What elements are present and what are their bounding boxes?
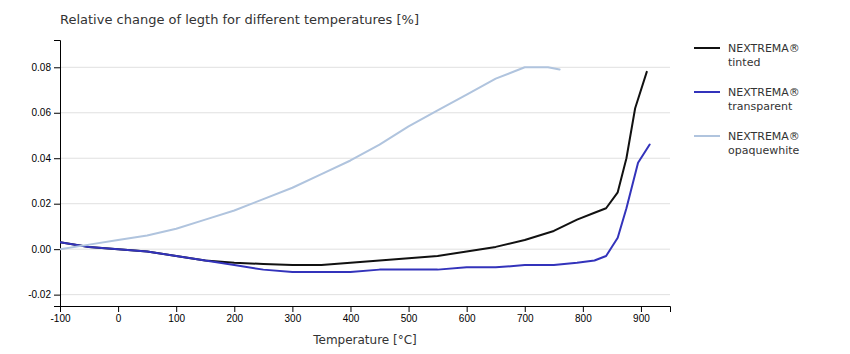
tick: 100: [168, 306, 185, 324]
tick: 500: [401, 306, 418, 324]
tick-mark: [54, 204, 60, 205]
series-line: [60, 67, 560, 249]
tick-mark: [54, 158, 60, 159]
tick-mark: [176, 306, 177, 312]
x-axis: -100 0 100 200 300 400 500 600 700 800 900: [50, 306, 670, 324]
tick-label: 400: [343, 313, 360, 324]
tick-label: 600: [459, 313, 476, 324]
tick-mark: [234, 306, 235, 312]
tick-mark: [54, 113, 60, 114]
title: Relative change of legth for different t…: [60, 12, 419, 27]
tick: 400: [343, 306, 360, 324]
tick-label: 0.04: [32, 153, 52, 164]
tick-mark: [409, 306, 410, 312]
tick: -100: [50, 306, 70, 324]
tick-mark: [54, 295, 60, 296]
tick-label: 700: [517, 313, 534, 324]
lines: [60, 67, 650, 272]
tick-mark: [54, 67, 60, 68]
grid-line: [60, 294, 670, 295]
tick: 800: [575, 306, 592, 324]
tick: 200: [226, 306, 243, 324]
legend-swatch: [694, 91, 720, 93]
tick: 700: [517, 306, 534, 324]
legend-item: NEXTREMA®transparent: [694, 86, 800, 113]
tick-label: 800: [575, 313, 592, 324]
tick-mark: [467, 306, 468, 312]
grid-line: [60, 158, 670, 159]
y-axis: -0.02 0.00 0.02 0.04 0.06 0.08: [28, 41, 60, 307]
legend-label: NEXTREMA®opaquewhite: [728, 130, 800, 157]
tick: 0.06: [32, 107, 60, 118]
tick-label: -0.02: [28, 289, 51, 300]
grid-line: [60, 203, 670, 204]
tick-label: 0.00: [32, 244, 52, 255]
tick-mark: [583, 306, 584, 312]
tick-mark: [292, 306, 293, 312]
tick-label: 500: [401, 313, 418, 324]
tick: -0.02: [28, 289, 60, 300]
chart: -100 0 100 200 300 400 500 600 700 800 900 -0.02 0.0…: [0, 0, 850, 354]
axis-line: [61, 307, 671, 313]
tick: 0: [116, 306, 122, 324]
tick: 0.08: [32, 62, 60, 73]
legend-swatch: [694, 47, 720, 49]
tick-label: 100: [168, 313, 185, 324]
x-axis-title: Temperature [°C]: [312, 333, 417, 347]
tick-mark: [118, 306, 119, 312]
tick: 300: [285, 306, 302, 324]
tick-label: 0.06: [32, 107, 52, 118]
tick: 600: [459, 306, 476, 324]
tick-label: 300: [285, 313, 302, 324]
axis-line: [54, 41, 61, 307]
legend-label: NEXTREMA®tinted: [728, 42, 800, 69]
legend: NEXTREMA®tinted NEXTREMA®transparent NEXTR…: [694, 42, 800, 157]
grid-line: [60, 249, 670, 250]
legend-item: NEXTREMA®tinted: [694, 42, 800, 69]
tick: 0.02: [32, 198, 60, 209]
tick-label: -100: [50, 313, 70, 324]
tick-label: 200: [226, 313, 243, 324]
tick-mark: [641, 306, 642, 312]
plot: -100 0 100 200 300 400 500 600 700 800 900 -0.02 0.0…: [28, 41, 670, 325]
legend-item: NEXTREMA®opaquewhite: [694, 130, 800, 157]
tick-label: 900: [633, 313, 650, 324]
tick-mark: [54, 249, 60, 250]
tick-mark: [350, 306, 351, 312]
grid: [60, 67, 670, 294]
legend-swatch: [694, 135, 720, 137]
tick: 900: [633, 306, 650, 324]
tick-label: 0.08: [32, 62, 52, 73]
tick-label: 0.02: [32, 198, 52, 209]
tick: 0.00: [32, 244, 60, 255]
grid-line: [60, 112, 670, 113]
tick-mark: [525, 306, 526, 312]
series-line: [60, 145, 650, 272]
tick-label: 0: [116, 313, 122, 324]
legend-label: NEXTREMA®transparent: [728, 86, 800, 113]
grid-line: [60, 67, 670, 68]
tick: 0.04: [32, 153, 60, 164]
